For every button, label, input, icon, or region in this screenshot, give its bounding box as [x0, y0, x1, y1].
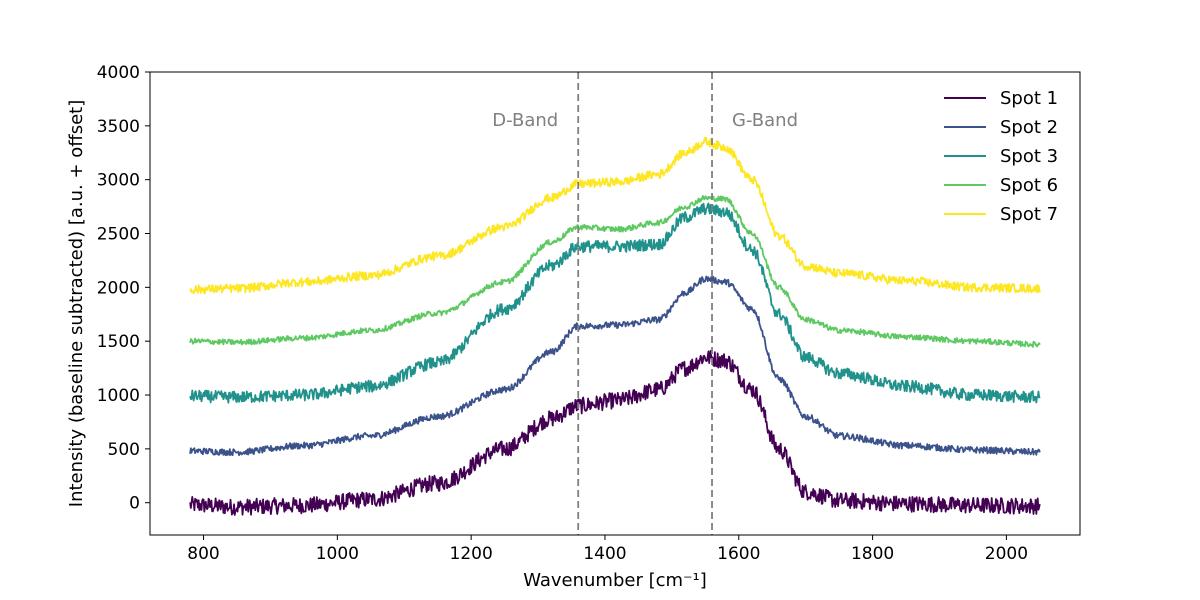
- series-line-spot-2: [189, 275, 1041, 457]
- y-tick-label: 4000: [97, 63, 140, 83]
- series-line-spot-1: [189, 349, 1041, 516]
- plot-frame: [149, 71, 1081, 536]
- x-tick-label: 2000: [985, 544, 1028, 564]
- x-tick-label: 800: [187, 544, 219, 564]
- x-axis-ticks: 800 1000 1200 1400 1600 1800 2000: [187, 535, 1028, 564]
- legend-label: Spot 6: [1000, 175, 1058, 196]
- x-tick-label: 1200: [450, 544, 493, 564]
- series-line-spot-6: [189, 195, 1041, 348]
- y-tick-label: 0: [129, 494, 140, 514]
- series-curves: [189, 137, 1041, 516]
- y-tick-label: 1000: [97, 386, 140, 406]
- y-axis-label: Intensity (baseline subtracted) [a.u. + …: [66, 100, 87, 507]
- d-band-label: D-Band: [492, 110, 558, 131]
- series-line-spot-7: [189, 137, 1041, 295]
- x-axis-label: Wavenumber [cm⁻¹]: [523, 570, 707, 591]
- y-tick-label: 3500: [97, 117, 140, 137]
- legend-label: Spot 3: [1000, 146, 1058, 167]
- x-tick-label: 1800: [851, 544, 894, 564]
- y-tick-label: 2000: [97, 278, 140, 298]
- y-tick-label: 2500: [97, 225, 140, 245]
- legend-label: Spot 2: [1000, 117, 1058, 138]
- x-tick-label: 1600: [717, 544, 760, 564]
- x-tick-label: 1400: [583, 544, 626, 564]
- x-tick-label: 1000: [316, 544, 359, 564]
- g-band-label: G-Band: [732, 110, 798, 131]
- legend-label: Spot 1: [1000, 88, 1058, 109]
- y-tick-label: 1500: [97, 332, 140, 352]
- legend-label: Spot 7: [1000, 204, 1058, 225]
- legend: Spot 1 Spot 2 Spot 3 Spot 6 Spot 7: [944, 88, 1058, 225]
- y-axis-ticks: 0 500 1000 1500 2000 2500 3000 3500 4000: [97, 63, 150, 514]
- series-line-spot-3: [189, 202, 1041, 404]
- y-tick-label: 500: [108, 440, 140, 460]
- band-markers: D-Band G-Band: [492, 72, 798, 535]
- y-tick-label: 3000: [97, 171, 140, 191]
